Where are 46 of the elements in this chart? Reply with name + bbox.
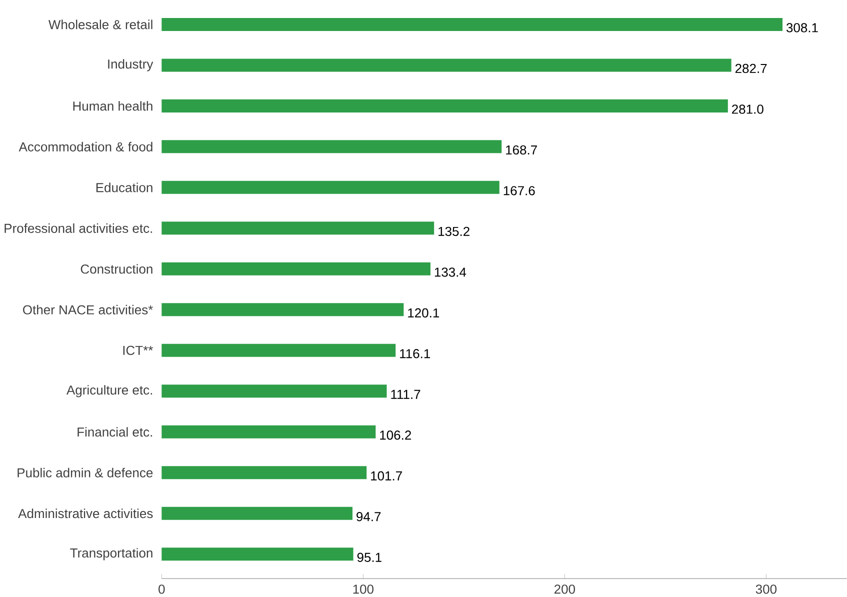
y-tick-label: ICT** — [123, 346, 153, 355]
x-tick-label: 300 — [756, 584, 777, 594]
bar — [162, 302, 404, 316]
data-label: 101.7 — [371, 471, 402, 480]
bar — [162, 58, 732, 72]
data-label: 116.1 — [400, 348, 430, 358]
bar — [162, 384, 387, 398]
y-tick-label: Wholesale & retail — [48, 19, 152, 30]
data-label: 120.1 — [408, 308, 440, 318]
data-label: 168.7 — [506, 145, 537, 154]
data-label: 106.2 — [380, 430, 411, 440]
data-label: 282.7 — [735, 64, 767, 73]
bar — [162, 466, 367, 479]
bar — [162, 425, 376, 438]
data-label: 94.7 — [356, 512, 381, 522]
y-tick-label: Financial etc. — [78, 426, 152, 436]
bar — [162, 344, 396, 357]
bar — [162, 140, 502, 153]
data-label: 308.1 — [786, 22, 818, 32]
data-label: 167.6 — [504, 186, 535, 196]
y-tick-label: Public admin & defence — [18, 468, 153, 478]
data-label: 111.7 — [391, 390, 420, 399]
data-label: 95.1 — [357, 552, 382, 562]
bar — [162, 262, 430, 276]
bar — [162, 99, 728, 112]
data-label: 135.2 — [438, 226, 470, 236]
y-tick-label: Industry — [108, 58, 154, 72]
bar — [162, 180, 500, 194]
y-tick-label: Agriculture etc. — [66, 384, 152, 398]
y-tick-label: Administrative activities — [18, 508, 153, 518]
x-tick-label: 100 — [353, 584, 374, 594]
y-tick-label: Education — [96, 182, 152, 192]
y-tick-label: Construction — [80, 264, 152, 274]
data-label: 281.0 — [732, 104, 764, 114]
x-tick-label: 0 — [158, 584, 165, 594]
y-tick-label: Other NACE activities* — [23, 304, 153, 314]
y-tick-label: Transportation — [70, 548, 152, 560]
bar — [162, 547, 354, 560]
y-tick-label: Professional activities etc. — [4, 223, 152, 233]
y-tick-label: Human health — [73, 100, 152, 111]
bar — [162, 506, 352, 520]
bar — [162, 18, 783, 31]
y-tick-label: Accommodation & food — [18, 142, 152, 152]
data-label: 133.4 — [434, 267, 466, 277]
x-tick-label: 200 — [554, 584, 576, 594]
bar — [162, 221, 434, 234]
